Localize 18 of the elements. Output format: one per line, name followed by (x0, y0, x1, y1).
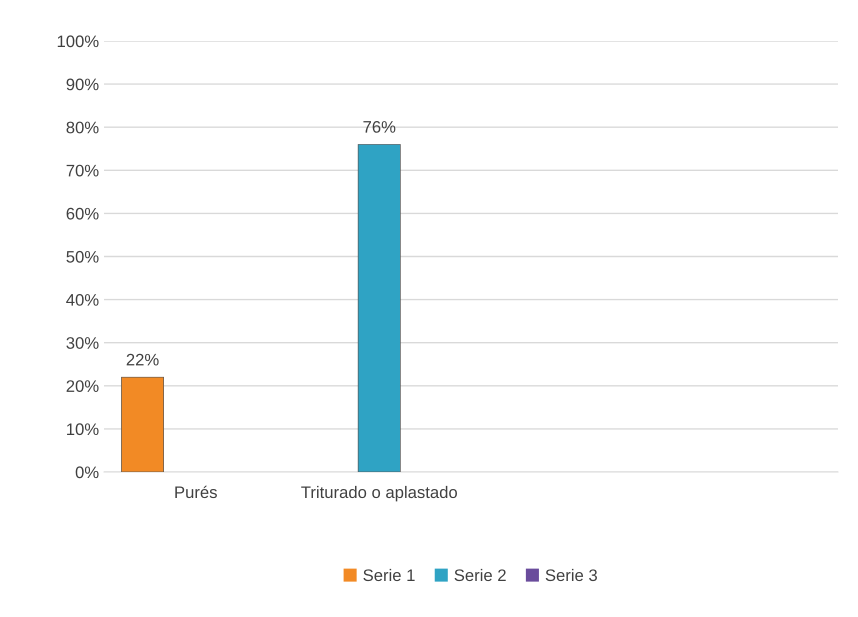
y-tick-label: 10% (67, 423, 99, 436)
legend-label: Serie 1 (363, 568, 415, 582)
data-label: 76% (363, 121, 396, 133)
x-tick-label: Triturado o aplastado (301, 486, 457, 502)
y-tick-label: 100% (58, 35, 99, 48)
y-tick-label: 0% (76, 466, 99, 478)
legend-label: Serie 2 (454, 568, 506, 582)
legend-label: Serie 3 (546, 568, 597, 582)
data-label: 22% (126, 354, 159, 366)
y-tick-label: 70% (66, 164, 99, 177)
y-tick-label: 90% (66, 78, 99, 90)
y-tick-label: 60% (66, 208, 99, 220)
y-tick-label: 40% (66, 294, 99, 306)
y-tick-label: 30% (66, 337, 99, 349)
x-tick-label: Purés (175, 486, 217, 498)
y-tick-label: 80% (66, 122, 99, 134)
y-tick-label: 20% (66, 380, 99, 392)
y-tick-label: 50% (66, 250, 99, 263)
